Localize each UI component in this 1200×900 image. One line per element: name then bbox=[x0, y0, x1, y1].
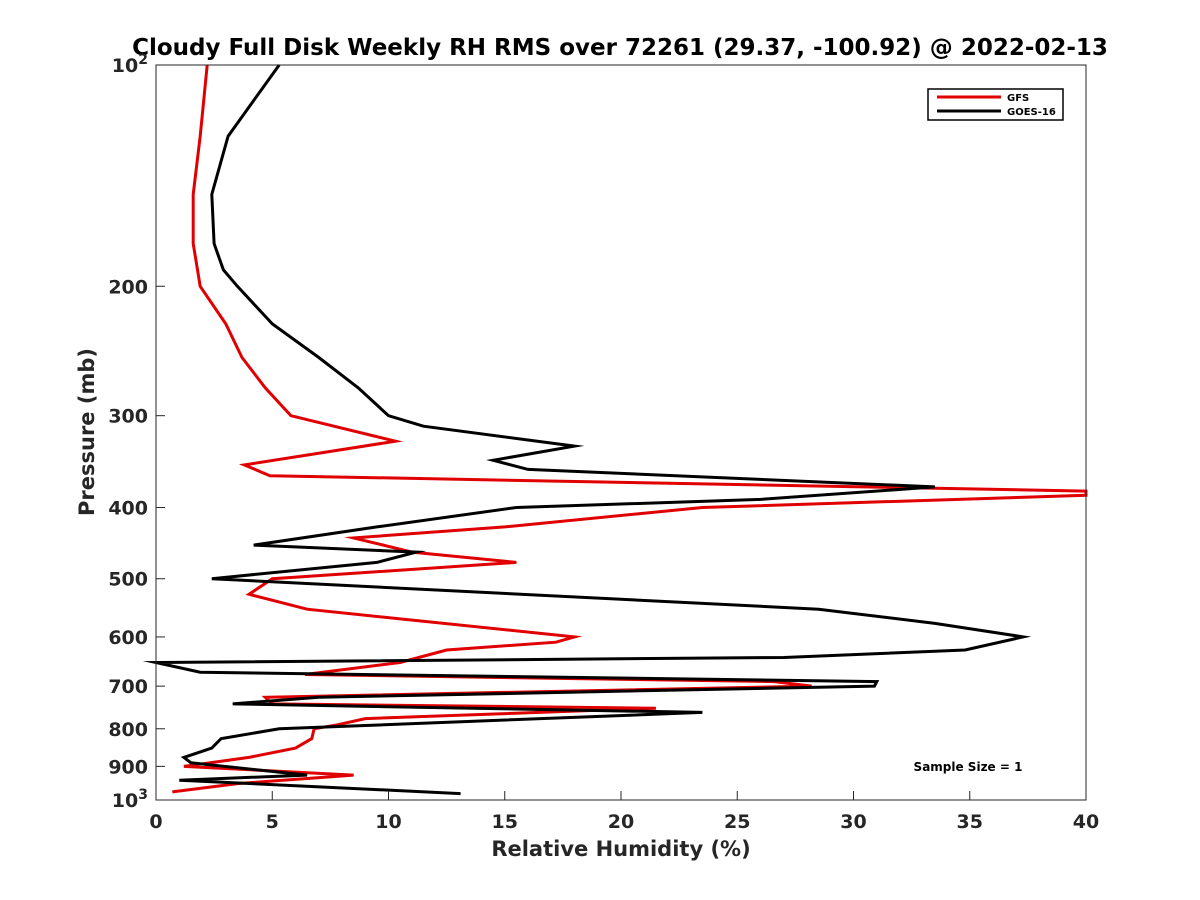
x-tick-label: 30 bbox=[840, 811, 866, 833]
x-axis-label: Relative Humidity (%) bbox=[491, 837, 750, 861]
sample-size-annotation: Sample Size = 1 bbox=[914, 760, 1023, 774]
chart-title: Cloudy Full Disk Weekly RH RMS over 7226… bbox=[132, 35, 1108, 61]
series-line-gfs bbox=[172, 64, 1088, 794]
x-tick-label: 35 bbox=[957, 811, 983, 833]
y-tick-label: 900 bbox=[108, 756, 148, 778]
y-tick-label: 600 bbox=[108, 627, 148, 649]
x-tick-label: 10 bbox=[375, 811, 401, 833]
legend-label: GFS bbox=[1007, 93, 1029, 104]
y-tick-label: 300 bbox=[108, 406, 148, 428]
legend: GFS GOES-16 bbox=[927, 88, 1064, 121]
legend-box bbox=[927, 88, 1064, 121]
y-tick-label: 102 bbox=[112, 52, 148, 77]
x-tick-label: 0 bbox=[149, 811, 162, 833]
y-tick-label: 200 bbox=[108, 276, 148, 298]
y-axis-label: Pressure (mb) bbox=[75, 348, 99, 516]
y-tick-label: 400 bbox=[108, 498, 148, 520]
x-axis: 0 5 10 15 20 25 30 35 40 bbox=[149, 791, 1099, 833]
series-line-goes-16 bbox=[142, 64, 1032, 796]
legend-label: GOES-16 bbox=[1007, 107, 1056, 118]
x-tick-label: 40 bbox=[1073, 811, 1099, 833]
x-tick-label: 25 bbox=[724, 811, 750, 833]
y-tick-label: 800 bbox=[108, 719, 148, 741]
plot-series bbox=[142, 64, 1088, 796]
y-tick-label: 700 bbox=[108, 676, 148, 698]
x-tick-label: 5 bbox=[266, 811, 279, 833]
x-tick-label: 15 bbox=[492, 811, 518, 833]
x-tick-label: 20 bbox=[608, 811, 634, 833]
y-tick-label: 500 bbox=[108, 569, 148, 591]
